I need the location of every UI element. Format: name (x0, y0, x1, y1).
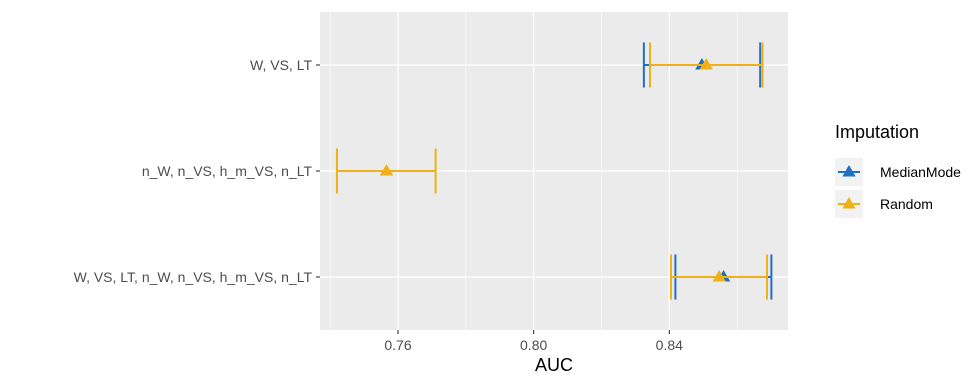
x-tick-label: 0.80 (520, 337, 547, 353)
series-layer (335, 42, 773, 300)
legend-key-marker (842, 165, 856, 177)
point-marker (712, 270, 726, 282)
legend-label: Random (880, 196, 933, 212)
legend-label: MedianMode (880, 164, 961, 180)
y-axis: W, VS, LT n_W, n_VS, h_m_VS, n_LT W, VS, L… (74, 57, 320, 285)
y-tick-label: n_W, n_VS, h_m_VS, n_LT (142, 163, 313, 179)
x-axis-title: AUC (535, 355, 573, 375)
x-tick-label: 0.76 (384, 337, 411, 353)
point-marker (699, 58, 713, 70)
x-axis: 0.76 0.80 0.84 (384, 330, 683, 353)
y-tick-label: W, VS, LT, n_W, n_VS, h_m_VS, n_LT (74, 269, 313, 285)
series-random (335, 42, 768, 300)
legend-key-marker (842, 197, 856, 209)
y-tick-label: W, VS, LT (250, 57, 312, 73)
x-tick-label: 0.84 (656, 337, 683, 353)
legend: Imputation MedianMode Random (835, 122, 961, 218)
legend-title: Imputation (835, 122, 919, 142)
point-marker (379, 164, 394, 176)
